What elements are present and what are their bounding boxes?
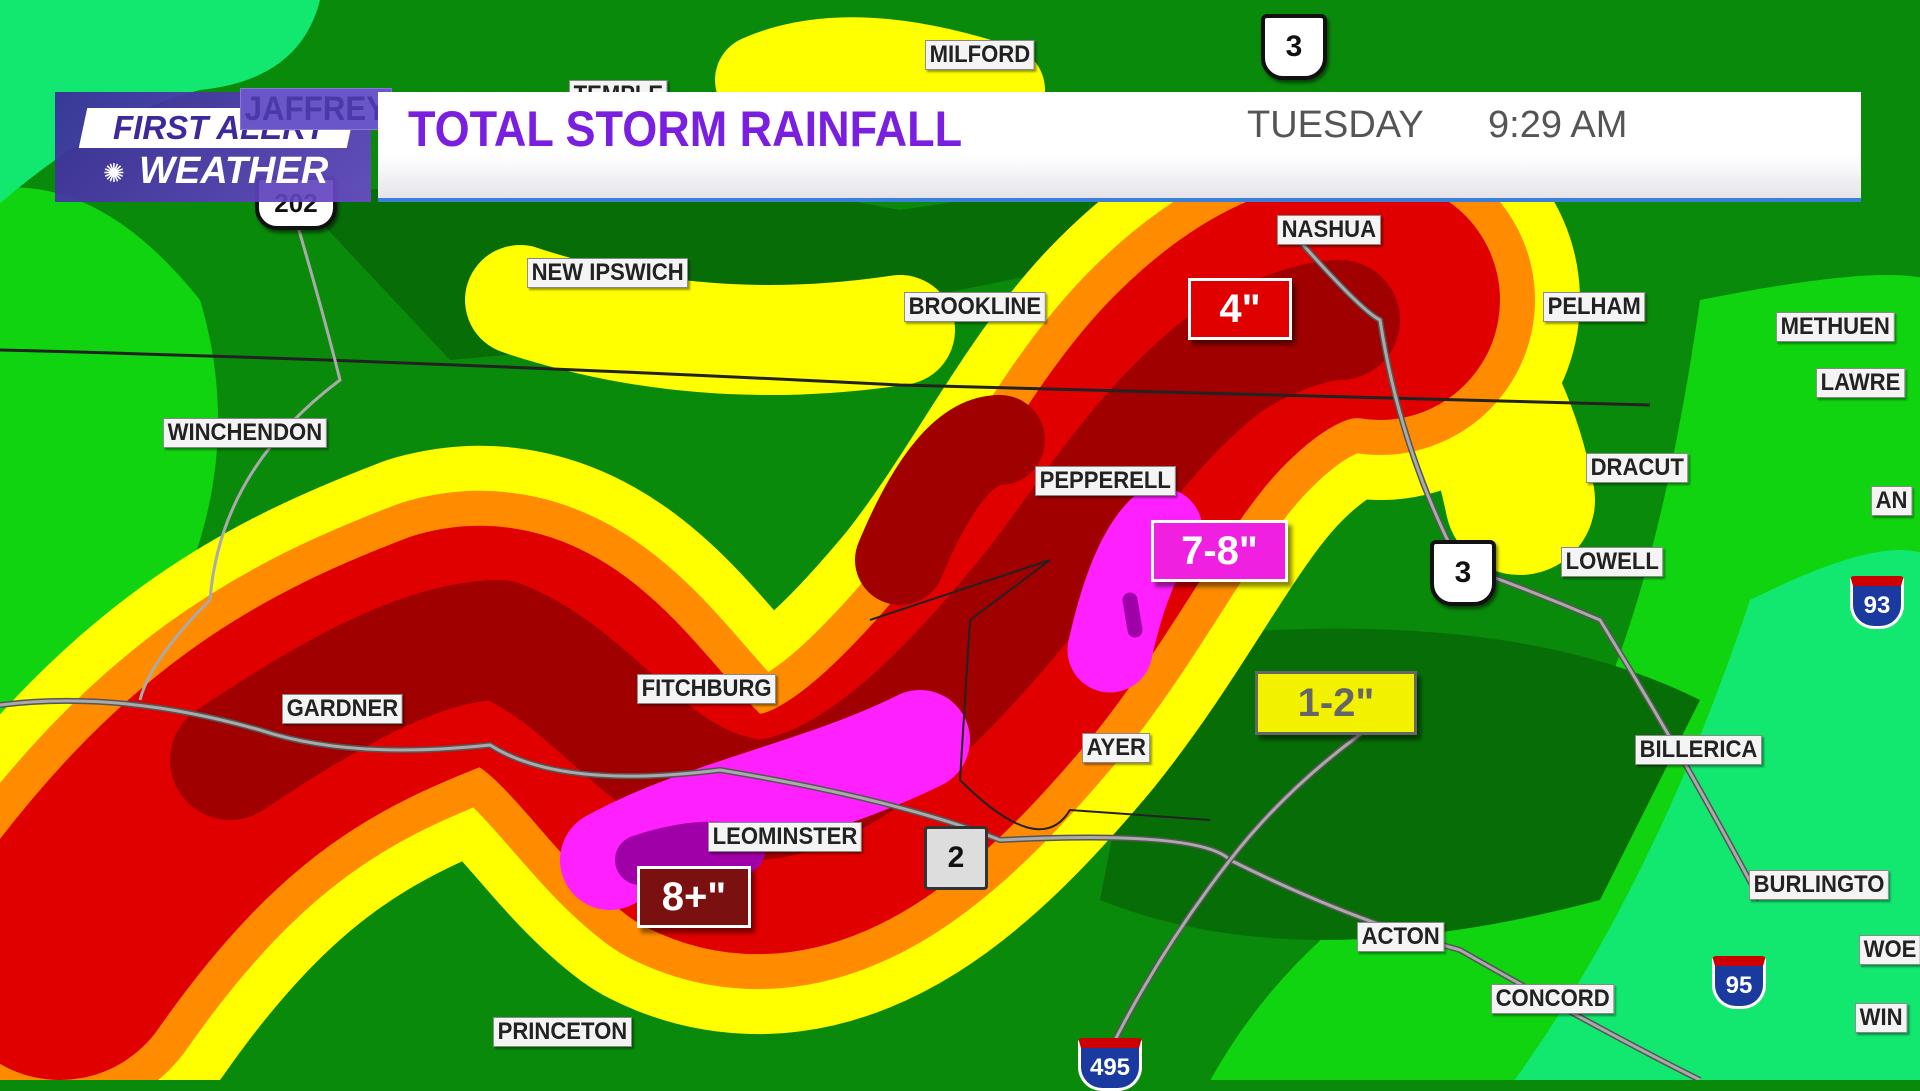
town-label: LAWRE — [1816, 368, 1905, 398]
time-label: 9:29 AM — [1488, 104, 1628, 146]
town-label: PRINCETON — [493, 1017, 632, 1047]
town-label: ACTON — [1357, 922, 1445, 952]
town-label: METHUEN — [1776, 312, 1895, 342]
town-label: LOWELL — [1561, 547, 1664, 577]
rainfall-badge-4in: 4" — [1188, 278, 1292, 340]
logo-line2: WEATHER — [139, 150, 329, 192]
us-route-3-shield-icon: 3 — [1430, 540, 1496, 606]
town-label: AYER — [1082, 733, 1151, 763]
town-label: MILFORD — [925, 40, 1035, 70]
town-label: NASHUA — [1277, 215, 1381, 245]
interstate-93-shield-icon: 93 — [1850, 576, 1904, 629]
town-label: DRACUT — [1586, 453, 1689, 483]
town-label: AN — [1871, 486, 1913, 516]
rainfall-badge-1-2in: 1-2" — [1255, 671, 1417, 735]
town-label: CONCORD — [1491, 984, 1615, 1014]
rainfall-badge-8plus-in: 8+" — [637, 866, 751, 928]
interstate-495-shield-icon: 495 — [1078, 1038, 1142, 1091]
town-label: BROOKLINE — [904, 292, 1046, 322]
town-label: NEW IPSWICH — [527, 258, 689, 288]
town-label: PEPPERELL — [1035, 466, 1176, 496]
town-label: WOE — [1859, 935, 1920, 965]
us-route-3-shield-icon: 3 — [1261, 14, 1327, 80]
town-label: BURLINGTO — [1749, 870, 1890, 900]
rainfall-badge-7-8in: 7-8" — [1151, 520, 1288, 582]
peacock-icon: ✺ — [103, 158, 125, 188]
town-label: PELHAM — [1543, 292, 1646, 322]
town-label: LEOMINSTER — [708, 822, 862, 852]
page-title: TOTAL STORM RAINFALL — [408, 101, 963, 157]
town-label: JAFFREY — [240, 88, 392, 130]
route-2-shield-icon: 2 — [924, 826, 988, 890]
town-label: WINCHENDON — [163, 418, 327, 448]
header-bar: TOTAL STORM RAINFALL TUESDAY 9:29 AM — [378, 92, 1861, 202]
town-label: BILLERICA — [1635, 735, 1762, 765]
interstate-95-shield-icon: 95 — [1712, 956, 1766, 1009]
town-label: FITCHBURG — [637, 674, 777, 704]
town-label: GARDNER — [282, 694, 403, 724]
town-label: WIN — [1855, 1003, 1908, 1033]
day-label: TUESDAY — [1247, 104, 1424, 146]
